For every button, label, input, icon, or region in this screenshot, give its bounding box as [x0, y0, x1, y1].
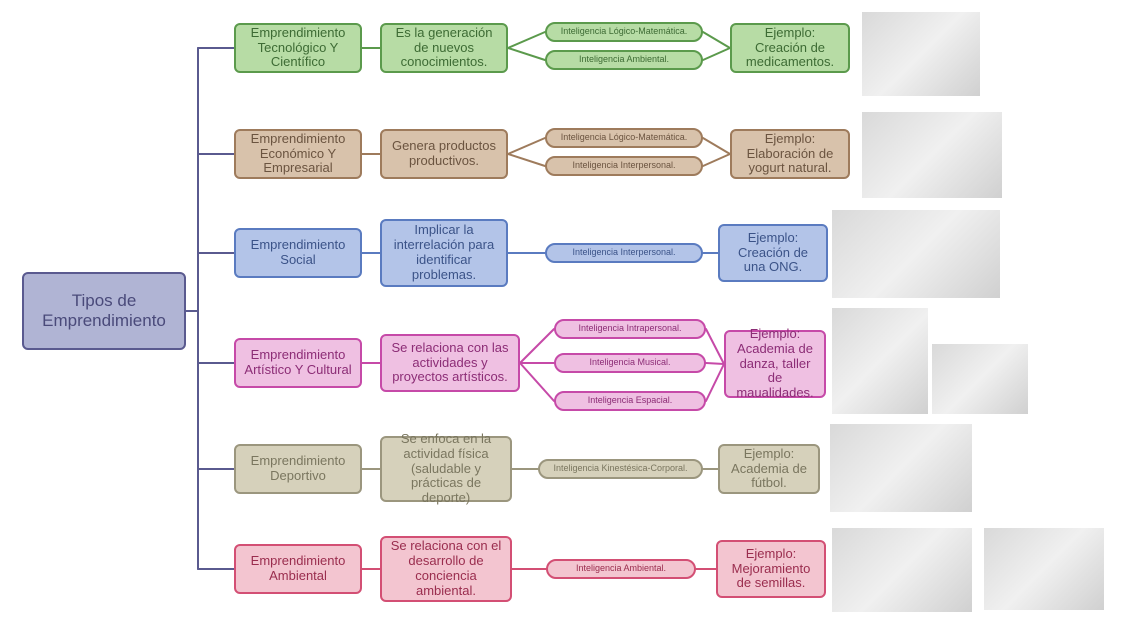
intel-chip-sport-0: Inteligencia Kinestésica-Corporal. [538, 459, 703, 479]
type-node-social: Emprendimiento Social [234, 228, 362, 278]
intel-chip-art-1: Inteligencia Musical. [554, 353, 706, 373]
type-node-env: Emprendimiento Ambiental [234, 544, 362, 594]
intel-chip-tech-0: Inteligencia Lógico-Matemática. [545, 22, 703, 42]
intel-chip-art-0: Inteligencia Intrapersonal. [554, 319, 706, 339]
illustration-econ-0 [862, 112, 1002, 198]
type-node-sport: Emprendimiento Deportivo [234, 444, 362, 494]
example-node-tech: Ejemplo: Creación de medicamentos. [730, 23, 850, 73]
illustration-tech-0 [862, 12, 980, 96]
mindmap-canvas: Tipos de Emprendimiento Emprendimiento Te… [0, 0, 1137, 640]
illustration-social-0 [832, 210, 1000, 298]
desc-node-sport: Se enfoca en la actividad física (saluda… [380, 436, 512, 502]
desc-node-tech: Es la generación de nuevos conocimientos… [380, 23, 508, 73]
root-node: Tipos de Emprendimiento [22, 272, 186, 350]
desc-node-econ: Genera productos productivos. [380, 129, 508, 179]
illustration-sport-0 [830, 424, 972, 512]
example-node-sport: Ejemplo: Academia de fútbol. [718, 444, 820, 494]
type-node-tech: Emprendimiento Tecnológico Y Científico [234, 23, 362, 73]
intel-chip-tech-1: Inteligencia Ambiental. [545, 50, 703, 70]
type-node-art: Emprendimiento Artístico Y Cultural [234, 338, 362, 388]
desc-node-env: Se relaciona con el desarrollo de concie… [380, 536, 512, 602]
desc-node-social: Implicar la interrelación para identific… [380, 219, 508, 287]
intel-chip-social-0: Inteligencia Interpersonal. [545, 243, 703, 263]
intel-chip-art-2: Inteligencia Espacial. [554, 391, 706, 411]
desc-node-art: Se relaciona con las actividades y proye… [380, 334, 520, 392]
example-node-econ: Ejemplo: Elaboración de yogurt natural. [730, 129, 850, 179]
illustration-art-1 [932, 344, 1028, 414]
illustration-env-1 [984, 528, 1104, 610]
type-node-econ: Emprendimiento Económico Y Empresarial [234, 129, 362, 179]
illustration-art-0 [832, 308, 928, 414]
example-node-env: Ejemplo: Mejoramiento de semillas. [716, 540, 826, 598]
example-node-art: Ejemplo: Academia de danza, taller de ma… [724, 330, 826, 398]
intel-chip-econ-0: Inteligencia Lógico-Matemática. [545, 128, 703, 148]
intel-chip-econ-1: Inteligencia Interpersonal. [545, 156, 703, 176]
example-node-social: Ejemplo: Creación de una ONG. [718, 224, 828, 282]
intel-chip-env-0: Inteligencia Ambiental. [546, 559, 696, 579]
illustration-env-0 [832, 528, 972, 612]
